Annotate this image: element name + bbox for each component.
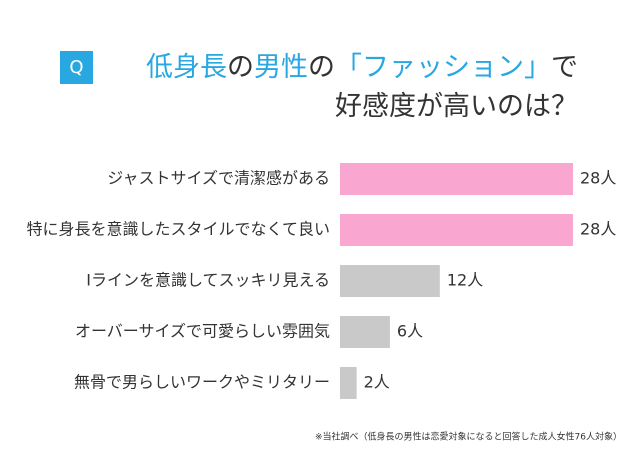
category-label: ジャストサイズで清潔感がある bbox=[107, 169, 330, 188]
chart-title: 低身長の男性の「ファッション」で bbox=[146, 52, 578, 83]
bar bbox=[340, 163, 573, 195]
title-segment: で bbox=[551, 52, 578, 83]
title-segment: 「ファッション」 bbox=[335, 52, 551, 83]
title-segment: の bbox=[308, 52, 335, 83]
title-segment: 好感度が高いのは？ bbox=[335, 91, 578, 122]
value-label: 6人 bbox=[397, 322, 423, 341]
footnote: ※当社調べ（低身長の男性は恋愛対象になると回答した成人女性76人対象） bbox=[315, 431, 622, 443]
value-label: 12人 bbox=[447, 271, 483, 290]
title-segment: 低身長 bbox=[146, 52, 227, 83]
bar bbox=[340, 214, 573, 246]
badge-box bbox=[60, 51, 93, 84]
category-label: 特に身長を意識したスタイルでなくて良い bbox=[26, 220, 330, 239]
bar bbox=[340, 265, 440, 297]
badge: Q bbox=[69, 57, 83, 78]
value-label: 2人 bbox=[364, 373, 390, 392]
title-segment: の bbox=[227, 52, 254, 83]
bar bbox=[340, 367, 357, 399]
title-segment: 男性 bbox=[254, 52, 308, 83]
chart-title: 好感度が高いのは？ bbox=[335, 91, 578, 122]
value-label: 28人 bbox=[580, 220, 616, 239]
value-label: 28人 bbox=[580, 169, 616, 188]
bar bbox=[340, 316, 390, 348]
category-label: 無骨で男らしいワークやミリタリー bbox=[74, 373, 330, 392]
category-label: オーバーサイズで可愛らしい雰囲気 bbox=[75, 322, 330, 341]
category-label: Iラインを意識してスッキリ見える bbox=[86, 271, 330, 290]
